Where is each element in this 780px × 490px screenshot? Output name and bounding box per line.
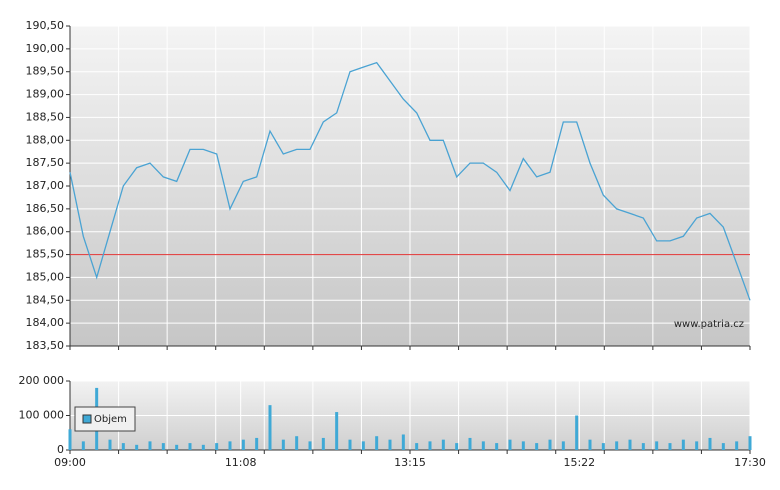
- volume-bar: [521, 441, 525, 450]
- volume-bar: [215, 443, 219, 450]
- volume-bar: [388, 439, 392, 450]
- volume-bar: [615, 441, 619, 450]
- volume-bar: [575, 415, 579, 450]
- volume-bar: [628, 439, 632, 450]
- volume-bar: [401, 434, 405, 450]
- volume-bar: [175, 444, 179, 450]
- volume-bar: [348, 439, 352, 450]
- volume-bar: [641, 443, 645, 450]
- volume-bar: [561, 441, 565, 450]
- volume-bar: [468, 437, 472, 450]
- volume-bar: [361, 441, 365, 450]
- x-tick-label: 13:15: [394, 456, 426, 469]
- volume-bar: [161, 443, 165, 450]
- y-tick-label: 184,50: [26, 293, 65, 306]
- volume-bar: [455, 443, 459, 450]
- volume-bar: [495, 443, 499, 450]
- volume-bar: [255, 437, 259, 450]
- price-line: [69, 61, 751, 301]
- volume-bar: [135, 444, 139, 450]
- y-tick-label: 186,50: [26, 202, 65, 215]
- y-tick-label: 188,50: [26, 110, 65, 123]
- volume-bar: [548, 439, 552, 450]
- y-tick-label: 190,00: [26, 42, 65, 55]
- y-tick-label: 185,50: [26, 248, 65, 261]
- legend-swatch: [82, 414, 92, 424]
- volume-bar: [81, 441, 85, 450]
- y-tick-label: 186,00: [26, 225, 65, 238]
- y-tick-label: 0: [57, 443, 64, 456]
- y-tick-label: 184,00: [26, 316, 65, 329]
- y-tick-label: 100 000: [19, 409, 65, 422]
- volume-bar: [748, 436, 752, 450]
- y-tick-label: 183,50: [26, 339, 65, 352]
- volume-bar: [441, 439, 445, 450]
- y-tick-label: 188,00: [26, 133, 65, 146]
- volume-bar: [241, 439, 245, 450]
- watermark: www.patria.cz: [674, 319, 744, 330]
- volume-bar: [735, 441, 739, 450]
- y-tick-label: 185,00: [26, 270, 65, 283]
- x-tick-label: 11:08: [225, 456, 257, 469]
- volume-bar: [281, 439, 285, 450]
- volume-bar: [321, 437, 325, 450]
- volume-bar: [708, 437, 712, 450]
- y-tick-label: 189,00: [26, 88, 65, 101]
- volume-bar: [535, 443, 539, 450]
- y-tick-label: 200 000: [19, 374, 65, 387]
- volume-bar: [415, 443, 419, 450]
- volume-bar: [201, 444, 205, 450]
- volume-bar: [428, 441, 432, 450]
- legend-label: Objem: [94, 414, 127, 425]
- chart-layer: 183,50 184,00 184,50 185,00 185,50 186,00 186,…: [19, 19, 766, 469]
- volume-bar: [375, 436, 379, 450]
- volume-bar: [655, 441, 659, 450]
- y-tick-label: 190,50: [26, 19, 65, 32]
- volume-bar: [188, 443, 192, 450]
- volume-bar: [508, 439, 512, 450]
- volume-bar: [268, 405, 272, 450]
- y-tick-label: 187,00: [26, 179, 65, 192]
- volume-bar: [68, 429, 72, 450]
- y-tick-label: 189,50: [26, 65, 65, 78]
- y-tick-label: 187,50: [26, 156, 65, 169]
- volume-bar: [308, 441, 312, 450]
- volume-bar: [681, 439, 685, 450]
- volume-bar: [668, 443, 672, 450]
- volume-bar: [695, 441, 699, 450]
- volume-bar: [148, 441, 152, 450]
- volume-bar: [721, 443, 725, 450]
- x-tick-label: 09:00: [54, 456, 86, 469]
- volume-bar: [228, 441, 232, 450]
- x-tick-label: 17:30: [734, 456, 766, 469]
- volume-bar: [481, 441, 485, 450]
- volume-bar: [295, 436, 299, 450]
- volume-bar: [121, 443, 125, 450]
- volume-bar: [335, 412, 339, 450]
- x-tick-label: 15:22: [563, 456, 595, 469]
- volume-bar: [601, 443, 605, 450]
- volume-bar: [108, 439, 112, 450]
- volume-bar: [588, 439, 592, 450]
